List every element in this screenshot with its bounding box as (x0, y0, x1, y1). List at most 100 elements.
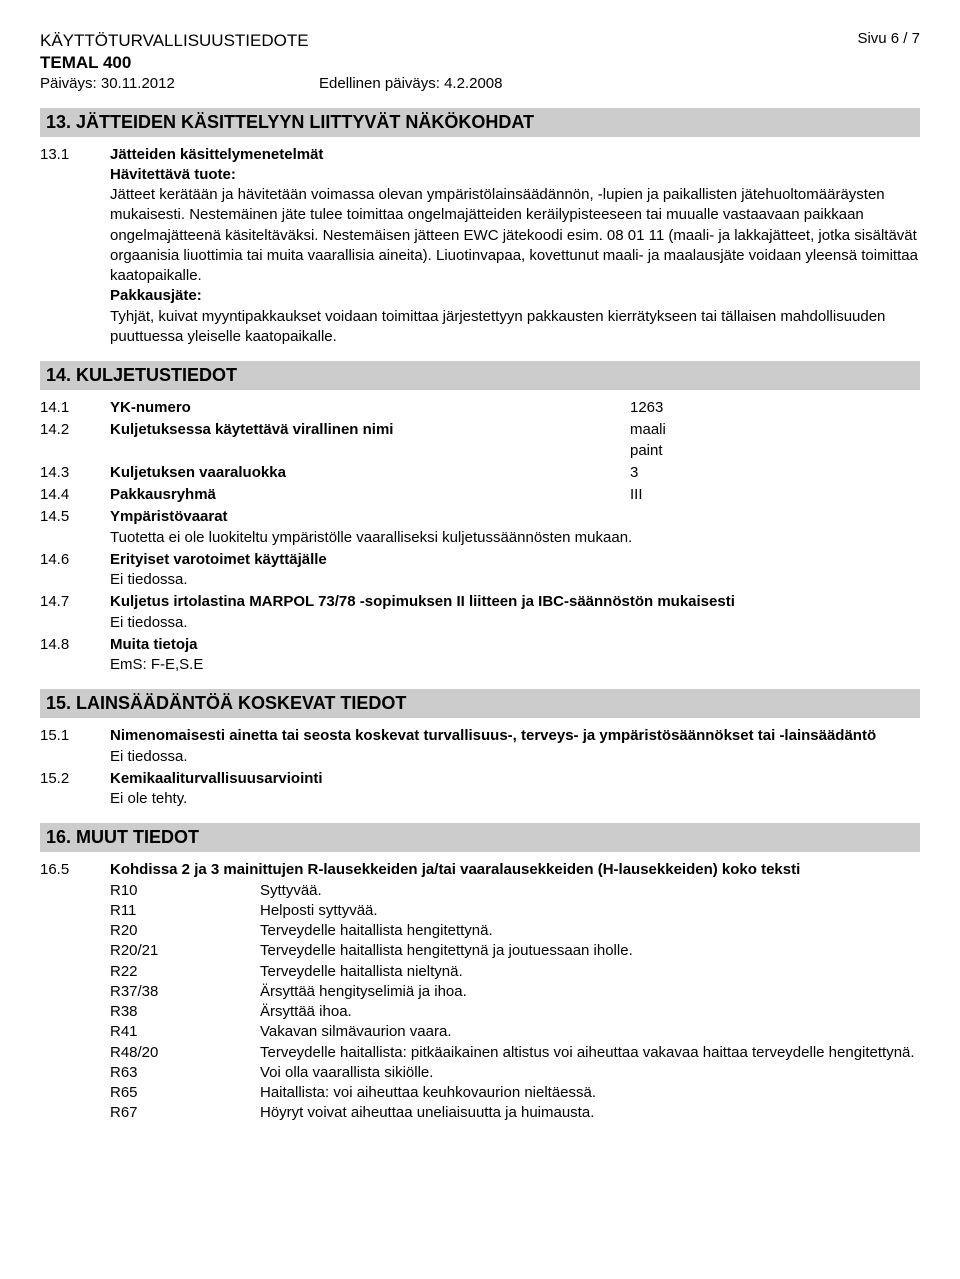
row-label: Kuljetuksessa käytettävä virallinen nimi (110, 420, 630, 461)
row-text: Tuotetta ei ole luokiteltu ympäristölle … (110, 528, 920, 548)
row-value-2: paint (630, 441, 666, 461)
row-content: Jätteiden käsittelymenetelmät Hävitettäv… (110, 145, 920, 348)
page-header: KÄYTTÖTURVALLISUUSTIEDOTE TEMAL 400 Päiv… (40, 30, 920, 94)
row-number: 13.1 (40, 145, 110, 348)
row-number: 14.1 (40, 398, 110, 418)
section-15-2: 15.2 Kemikaaliturvallisuusarviointi Ei o… (40, 769, 920, 810)
section-14-3: 14.3 Kuljetuksen vaaraluokka 3 (40, 463, 920, 483)
section-14-5: 14.5 Ympäristövaarat Tuotetta ei ole luo… (40, 507, 920, 548)
page-indicator: Sivu 6 / 7 (857, 30, 920, 47)
r-phrase-row: R65Haitallista: voi aiheuttaa keuhkovaur… (110, 1083, 920, 1103)
r-text: Ärsyttää hengityselimiä ja ihoa. (260, 982, 920, 1002)
r-phrase-row: R20/21Terveydelle haitallista hengitetty… (110, 941, 920, 961)
row-number: 14.7 (40, 592, 110, 633)
row-text: Ei tiedossa. (110, 747, 920, 767)
r-text: Terveydelle haitallista: pitkäaikainen a… (260, 1043, 920, 1063)
row-number: 14.4 (40, 485, 110, 505)
r-code: R48/20 (110, 1043, 260, 1063)
row-text: EmS: F-E,S.E (110, 655, 920, 675)
row-number: 14.3 (40, 463, 110, 483)
r-code: R67 (110, 1103, 260, 1123)
r-text: Syttyvää. (260, 881, 920, 901)
r-text: Höyryt voivat aiheuttaa uneliaisuutta ja… (260, 1103, 920, 1123)
section-16-5: 16.5 Kohdissa 2 ja 3 mainittujen R-lause… (40, 860, 920, 1123)
row-label: Kuljetuksen vaaraluokka (110, 463, 630, 483)
row-label: Erityiset varotoimet käyttäjälle (110, 550, 920, 570)
r-phrase-row: R48/20Terveydelle haitallista: pitkäaika… (110, 1043, 920, 1063)
section-15-1: 15.1 Nimenomaisesti ainetta tai seosta k… (40, 726, 920, 767)
section-14-8: 14.8 Muita tietoja EmS: F-E,S.E (40, 635, 920, 676)
row-title: Jätteiden käsittelymenetelmät (110, 145, 920, 165)
row-content: Kuljetus irtolastina MARPOL 73/78 -sopim… (110, 592, 920, 633)
row-label: Nimenomaisesti ainetta tai seosta koskev… (110, 726, 920, 746)
r-code: R63 (110, 1063, 260, 1083)
r-code: R37/38 (110, 982, 260, 1002)
r-text: Haitallista: voi aiheuttaa keuhkovaurion… (260, 1083, 920, 1103)
row-label: Kemikaaliturvallisuusarviointi (110, 769, 920, 789)
section-14-6: 14.6 Erityiset varotoimet käyttäjälle Ei… (40, 550, 920, 591)
r-code: R38 (110, 1002, 260, 1022)
row-value: 3 (630, 463, 638, 483)
r-text: Voi olla vaarallista sikiölle. (260, 1063, 920, 1083)
row-label: YK-numero (110, 398, 630, 418)
subheading-packaging: Pakkausjäte: (110, 286, 920, 306)
r-phrase-row: R41Vakavan silmävaurion vaara. (110, 1022, 920, 1042)
row-label: Kuljetus irtolastina MARPOL 73/78 -sopim… (110, 592, 920, 612)
row-text: Ei tiedossa. (110, 613, 920, 633)
r-text: Terveydelle haitallista hengitettynä ja … (260, 941, 920, 961)
disposal-text: Jätteet kerätään ja hävitetään voimassa … (110, 185, 920, 286)
row-label: Pakkausryhmä (110, 485, 630, 505)
r-phrase-row: R63Voi olla vaarallista sikiölle. (110, 1063, 920, 1083)
r-phrase-row: R20Terveydelle haitallista hengitettynä. (110, 921, 920, 941)
row-label: Muita tietoja (110, 635, 920, 655)
r-code: R10 (110, 881, 260, 901)
page-container: KÄYTTÖTURVALLISUUSTIEDOTE TEMAL 400 Päiv… (0, 0, 960, 1154)
section-13-banner: 13. JÄTTEIDEN KÄSITTELYYN LIITTYVÄT NÄKÖ… (40, 108, 920, 137)
row-number: 15.2 (40, 769, 110, 810)
row-value: III (630, 485, 643, 505)
doc-type: KÄYTTÖTURVALLISUUSTIEDOTE (40, 30, 502, 52)
r-text: Terveydelle haitallista hengitettynä. (260, 921, 920, 941)
row-value: maali paint (630, 420, 666, 461)
row-number: 14.6 (40, 550, 110, 591)
section-15-banner: 15. LAINSÄÄDÄNTÖÄ KOSKEVAT TIEDOT (40, 689, 920, 718)
section-14-7: 14.7 Kuljetus irtolastina MARPOL 73/78 -… (40, 592, 920, 633)
row-text: Ei tiedossa. (110, 570, 920, 590)
r-phrase-row: R67Höyryt voivat aiheuttaa uneliaisuutta… (110, 1103, 920, 1123)
r-phrase-row: R38Ärsyttää ihoa. (110, 1002, 920, 1022)
r-code: R20/21 (110, 941, 260, 961)
r-text: Vakavan silmävaurion vaara. (260, 1022, 920, 1042)
r-code: R20 (110, 921, 260, 941)
row-number: 15.1 (40, 726, 110, 767)
row-number: 14.5 (40, 507, 110, 548)
subheading-disposal: Hävitettävä tuote: (110, 165, 920, 185)
r-phrase-row: R37/38Ärsyttää hengityselimiä ja ihoa. (110, 982, 920, 1002)
r-code: R22 (110, 962, 260, 982)
product-name: TEMAL 400 (40, 52, 502, 74)
r-text: Terveydelle haitallista nieltynä. (260, 962, 920, 982)
row-label: Kohdissa 2 ja 3 mainittujen R-lausekkeid… (110, 860, 920, 880)
r-phrase-row: R10Syttyvää. (110, 881, 920, 901)
section-14-1: 14.1 YK-numero 1263 (40, 398, 920, 418)
dates: Päiväys: 30.11.2012 Edellinen päiväys: 4… (40, 74, 502, 94)
row-number: 14.2 (40, 420, 110, 461)
row-text: Ei ole tehty. (110, 789, 920, 809)
r-text: Ärsyttää ihoa. (260, 1002, 920, 1022)
row-number: 14.8 (40, 635, 110, 676)
r-text: Helposti syttyvää. (260, 901, 920, 921)
row-label: Ympäristövaarat (110, 507, 920, 527)
r-code: R11 (110, 901, 260, 921)
header-left: KÄYTTÖTURVALLISUUSTIEDOTE TEMAL 400 Päiv… (40, 30, 502, 94)
section-16-banner: 16. MUUT TIEDOT (40, 823, 920, 852)
row-content: Ympäristövaarat Tuotetta ei ole luokitel… (110, 507, 920, 548)
row-value-1: maali (630, 420, 666, 440)
row-content: Kohdissa 2 ja 3 mainittujen R-lausekkeid… (110, 860, 920, 1123)
row-content: Nimenomaisesti ainetta tai seosta koskev… (110, 726, 920, 767)
date-label: Päiväys: 30.11.2012 (40, 75, 175, 92)
r-phrase-row: R11Helposti syttyvää. (110, 901, 920, 921)
packaging-text: Tyhjät, kuivat myyntipakkaukset voidaan … (110, 307, 920, 348)
row-content: Erityiset varotoimet käyttäjälle Ei tied… (110, 550, 920, 591)
r-code: R65 (110, 1083, 260, 1103)
r-code: R41 (110, 1022, 260, 1042)
row-content: Muita tietoja EmS: F-E,S.E (110, 635, 920, 676)
